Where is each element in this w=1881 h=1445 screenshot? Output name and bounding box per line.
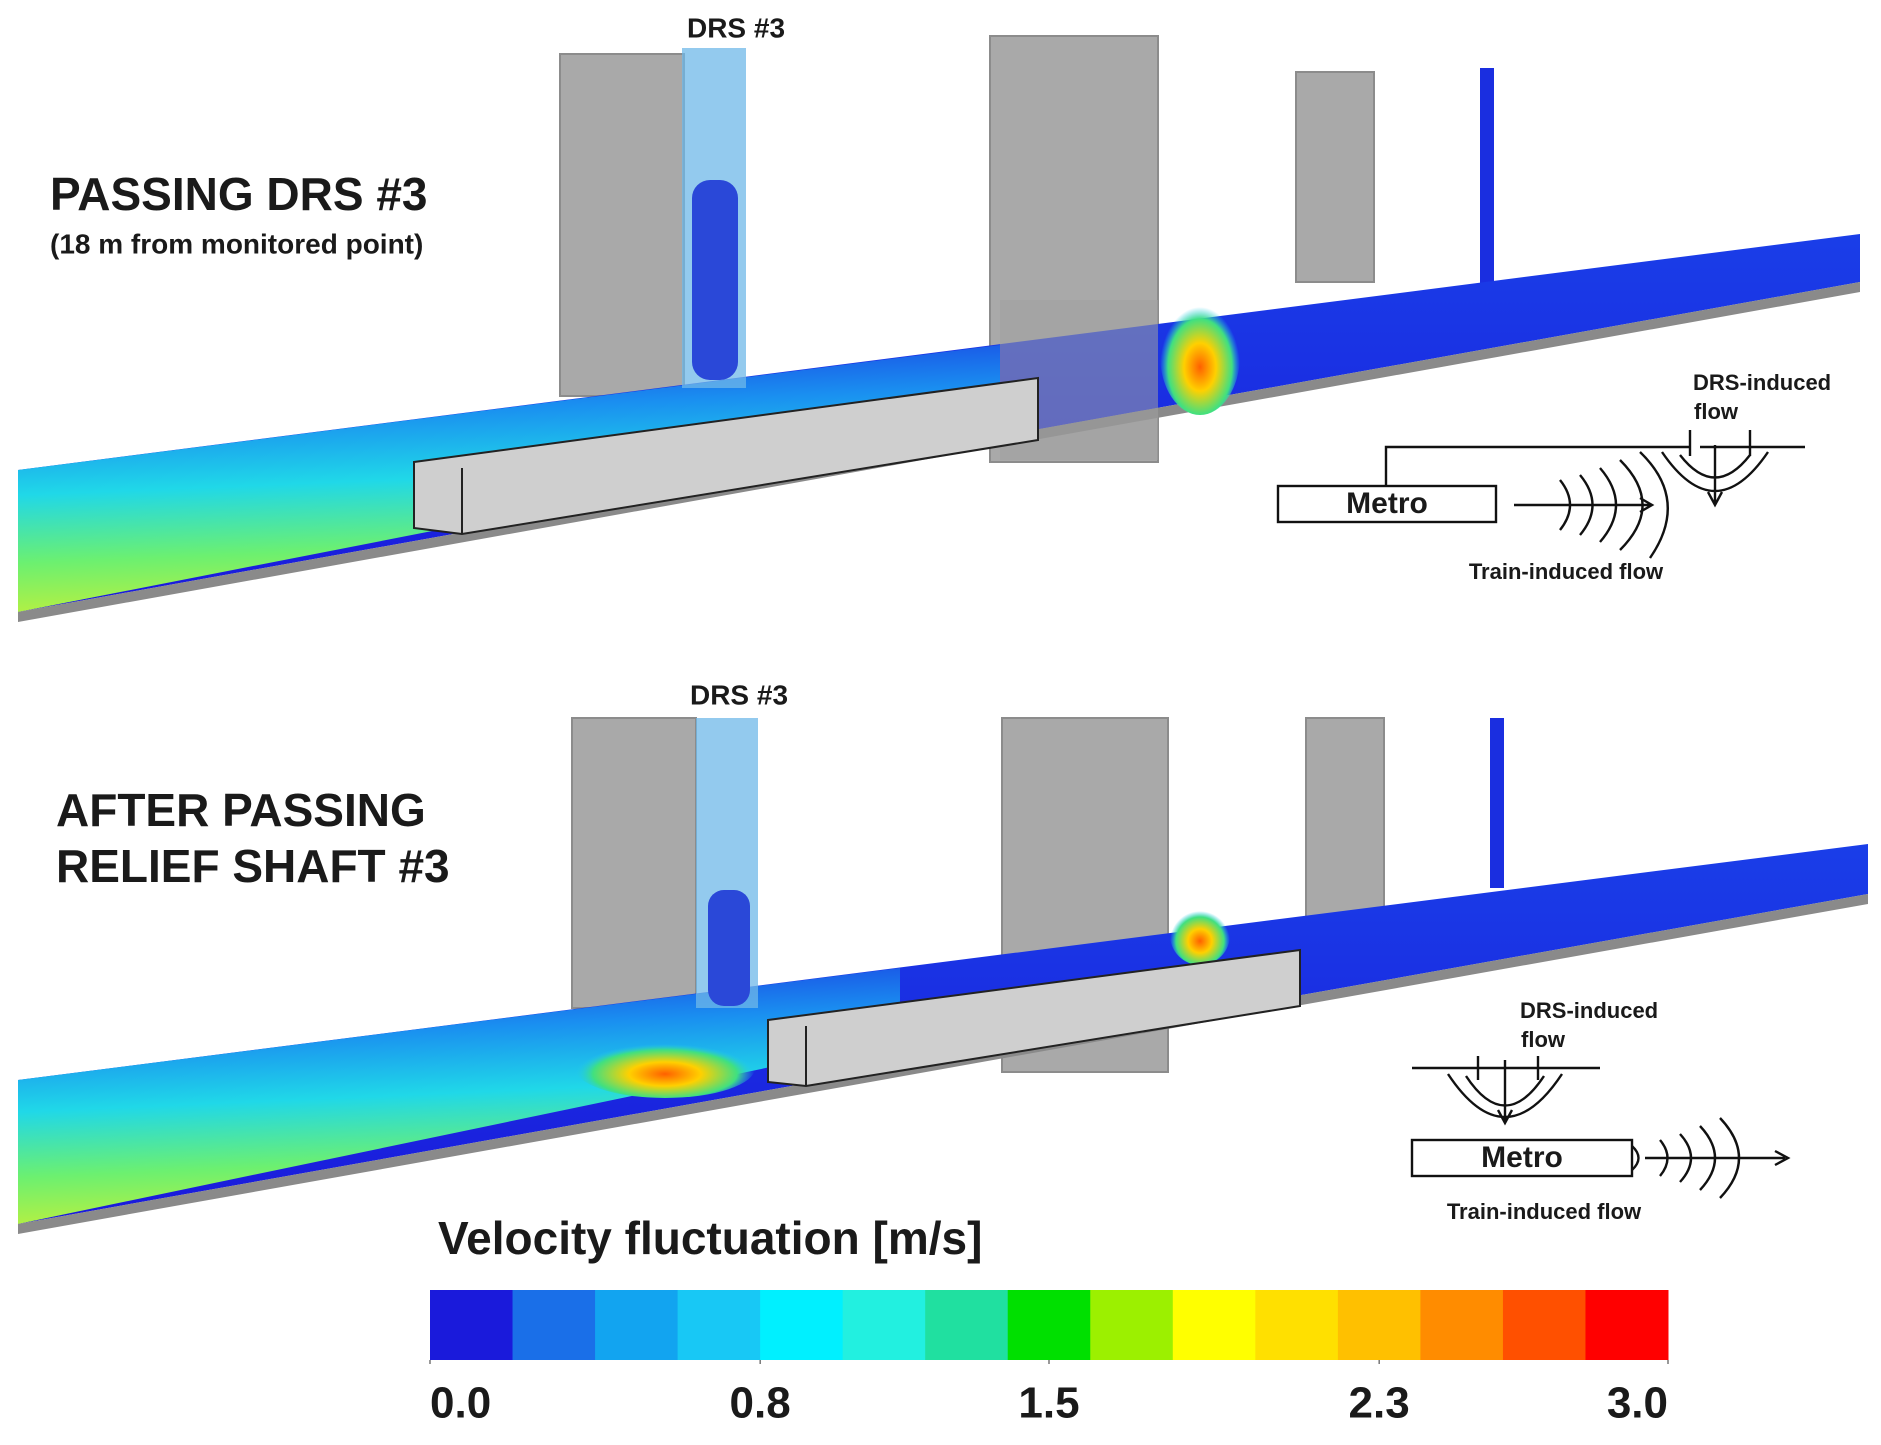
tick-label: 0.0 [430, 1379, 491, 1428]
colorbar: Velocity fluctuation [m/s] 0.0 0.8 1.5 2.3 3… [430, 1212, 1669, 1427]
tick-label: 1.5 [1018, 1379, 1079, 1428]
hotspot [575, 1038, 755, 1098]
color-swatch [1420, 1290, 1503, 1360]
shaft [572, 718, 696, 1008]
shaft [1296, 72, 1374, 282]
tick-label: 0.8 [730, 1379, 791, 1428]
color-swatch [1503, 1290, 1586, 1360]
hotspot [1160, 295, 1240, 415]
panel-title: PASSING DRS #3 [50, 168, 427, 220]
color-swatch [1090, 1290, 1173, 1360]
shaft-label: DRS #3 [690, 679, 788, 710]
inset: Metro DRS-induced flow Train-induced flo… [1278, 370, 1831, 584]
color-swatch [595, 1290, 678, 1360]
color-swatch [1173, 1290, 1256, 1360]
color-swatch [513, 1290, 596, 1360]
thin-shaft [1480, 68, 1494, 308]
color-swatch [925, 1290, 1008, 1360]
color-swatch [760, 1290, 843, 1360]
color-swatch [678, 1290, 761, 1360]
train-flow-label: Train-induced flow [1469, 559, 1664, 584]
figure: PASSING DRS #3 (18 m from monitored poin… [0, 0, 1881, 1445]
drs-core [708, 890, 750, 1006]
inset-arrows [1412, 1068, 1788, 1198]
drs-flow-label: DRS-induced [1520, 998, 1658, 1023]
color-swatch [1585, 1290, 1668, 1360]
color-swatch [843, 1290, 926, 1360]
shaft-label: DRS #3 [687, 12, 785, 43]
shaft [560, 54, 684, 396]
hotspot [1170, 905, 1230, 965]
page: {"panels": [ {"title": ["PASSING DRS #3"… [0, 0, 1881, 1445]
drs-flow-label: flow [1521, 1027, 1566, 1052]
drs-flow-label: DRS-induced [1693, 370, 1831, 395]
panel-title: RELIEF SHAFT #3 [56, 840, 450, 892]
train-label: Metro [1481, 1141, 1563, 1174]
inset: Metro DRS-induced flow Train-induced flo… [1412, 998, 1788, 1224]
panel-subtitle: (18 m from monitored point) [50, 228, 423, 259]
drs-core [692, 180, 738, 380]
thin-shaft [1490, 718, 1504, 888]
colorbar-title: Velocity fluctuation [m/s] [438, 1212, 982, 1264]
train-flow-label: Train-induced flow [1447, 1199, 1642, 1224]
train-label: Metro [1346, 487, 1428, 520]
color-swatch [1255, 1290, 1338, 1360]
color-swatch [1008, 1290, 1091, 1360]
panel-1: PASSING DRS #3 (18 m from monitored poin… [18, 12, 1860, 622]
tick-label: 3.0 [1607, 1379, 1668, 1428]
inset-arrows [1662, 430, 1768, 505]
drs-flow-label: flow [1694, 399, 1739, 424]
color-swatch [430, 1290, 513, 1360]
panel-title: AFTER PASSING [56, 784, 426, 836]
panel-2: AFTER PASSING RELIEF SHAFT #3 DRS #3 Met… [18, 679, 1868, 1234]
color-swatch [1338, 1290, 1421, 1360]
inset-arrows [1448, 1056, 1562, 1123]
tick-label: 2.3 [1349, 1379, 1410, 1428]
